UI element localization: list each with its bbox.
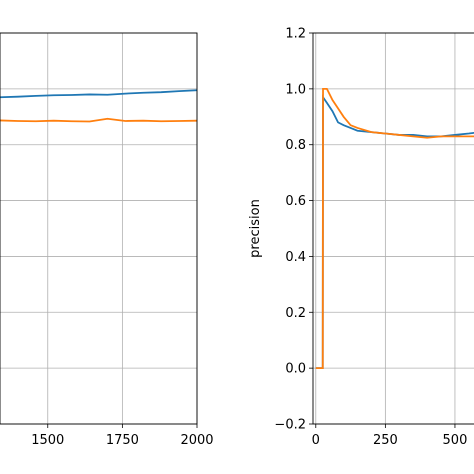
- line-series: [315, 87, 474, 370]
- x-tick-label: 250: [373, 433, 398, 448]
- x-tick-label: 500: [443, 433, 468, 448]
- plot-frame: [312, 32, 474, 425]
- y-tick-label: 0.2: [285, 306, 306, 321]
- y-tick-label: 0.0: [285, 362, 306, 377]
- y-axis-label: precision: [248, 199, 263, 258]
- line-series: [315, 94, 474, 370]
- x-tick-label: 0: [312, 433, 320, 448]
- x-tick-label: 2000: [180, 433, 213, 448]
- y-tick-label: 0.4: [285, 250, 306, 265]
- line-series: [0, 89, 198, 99]
- y-tick-label: 0.6: [285, 194, 306, 209]
- x-tick-label: 1750: [106, 433, 139, 448]
- x-tick-label: 1500: [31, 433, 64, 448]
- y-tick-label: 0.8: [285, 138, 306, 153]
- y-tick-label: 1.2: [285, 27, 306, 42]
- y-tick-label: 1.0: [285, 82, 306, 97]
- line-series: [0, 117, 198, 123]
- plot-frame: [0, 32, 198, 425]
- y-tick-label: −0.2: [274, 418, 306, 433]
